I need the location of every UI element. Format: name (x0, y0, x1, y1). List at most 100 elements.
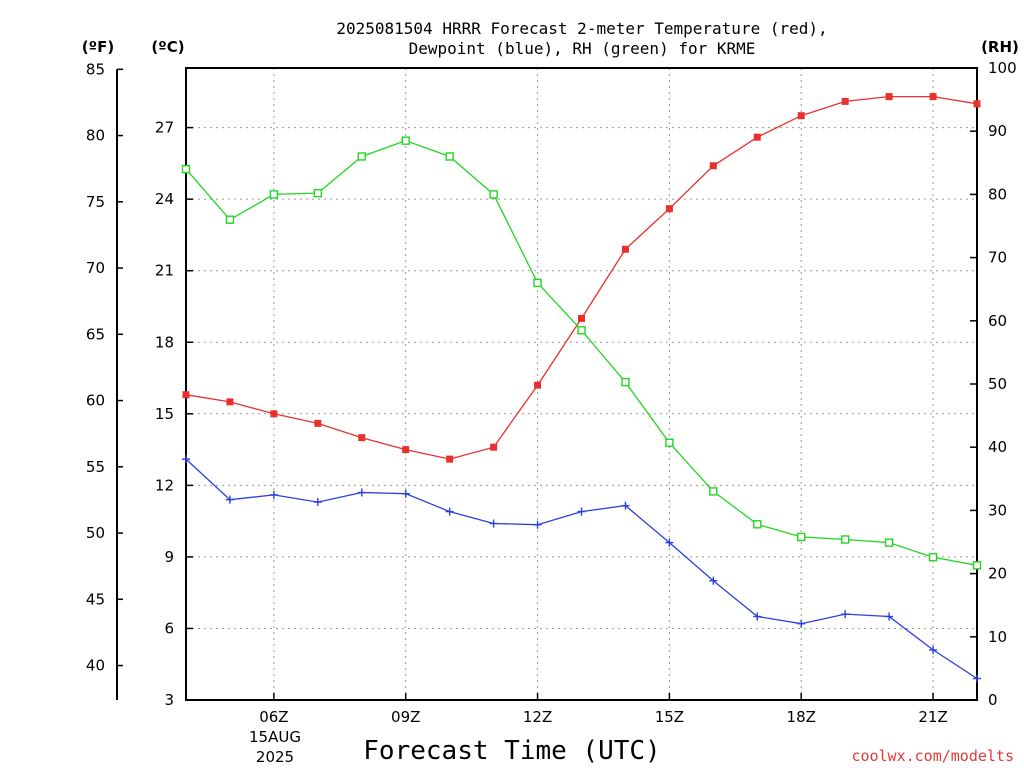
series-point (445, 507, 454, 516)
series-1 (182, 455, 981, 683)
series-point (665, 205, 673, 213)
series-point (753, 612, 762, 621)
series-point (314, 419, 322, 427)
rh-tick-label: 90 (988, 122, 1007, 140)
series-point (578, 314, 585, 322)
celsius-tick-label: 15 (155, 405, 174, 423)
series-point (489, 190, 498, 199)
series-point (533, 520, 542, 529)
series-point (621, 501, 630, 510)
date-label-day: 15AUG (249, 728, 301, 746)
rh-tick-label: 70 (988, 249, 1007, 267)
series-point (489, 519, 498, 528)
series-point (534, 381, 542, 389)
series-point (357, 152, 366, 161)
series-point (182, 391, 190, 399)
celsius-tick-label: 9 (164, 548, 174, 566)
series-point (709, 487, 718, 496)
series-point (973, 100, 981, 108)
celsius-tick-label: 6 (164, 619, 174, 637)
x-tick-label: 15Z (655, 708, 684, 726)
rh-tick-label: 50 (988, 375, 1007, 393)
series-point (972, 561, 982, 570)
rh-unit-label: (RH) (981, 38, 1019, 56)
series-point (797, 532, 806, 542)
series-point (709, 162, 717, 170)
series-2 (181, 136, 982, 570)
x-tick-label: 18Z (787, 708, 816, 726)
rh-tick-label: 80 (988, 185, 1007, 203)
fahrenheit-tick-label: 75 (86, 193, 105, 211)
series-line (185, 458, 978, 680)
series-point (929, 645, 938, 654)
series-point (225, 495, 234, 504)
series-point (577, 507, 586, 516)
x-tick-label: 21Z (918, 708, 947, 726)
series-point (841, 610, 850, 619)
fahrenheit-tick-label: 40 (86, 657, 105, 675)
fahrenheit-unit-label: (ºF) (82, 38, 114, 56)
rh-tick-label: 0 (988, 691, 998, 709)
series-point (182, 455, 190, 464)
series-point (269, 190, 279, 199)
series-point (401, 489, 410, 498)
series-point (841, 97, 849, 105)
rh-tick-label: 20 (988, 565, 1007, 583)
series-point (402, 446, 410, 454)
fahrenheit-tick-label: 60 (86, 392, 105, 410)
fahrenheit-tick-label: 65 (86, 325, 105, 343)
x-tick-label: 09Z (391, 708, 420, 726)
series-point (490, 443, 498, 451)
series-point (797, 619, 806, 628)
celsius-tick-label: 18 (155, 333, 174, 351)
axes: 40 45 50 55 60 65 70 75 80 85 3 6 9 12 15 18 21 24 27 0 10 20… (86, 59, 1017, 726)
series-point (885, 612, 894, 621)
x-tick-label: 12Z (523, 708, 552, 726)
series-line (185, 140, 978, 567)
series-point (709, 576, 718, 585)
date-label-year: 2025 (256, 748, 294, 766)
series-point (445, 152, 454, 161)
chart-title-line1: 2025081504 HRRR Forecast 2-meter Tempera… (336, 19, 827, 38)
series-point (358, 434, 366, 442)
series-line (185, 95, 978, 460)
fahrenheit-tick-label: 50 (86, 524, 105, 542)
series-point (577, 326, 586, 335)
series-point (753, 520, 762, 529)
grid (186, 68, 977, 700)
credit-link[interactable]: coolwx.com/modelts (851, 747, 1014, 765)
fahrenheit-tick-label: 45 (86, 590, 105, 608)
x-tick-label: 06Z (259, 708, 288, 726)
series-point (226, 398, 234, 406)
series-point (313, 188, 323, 198)
series-point (753, 133, 761, 141)
series-point (840, 535, 850, 544)
celsius-tick-label: 3 (164, 691, 174, 709)
fahrenheit-tick-label: 85 (86, 60, 105, 78)
series-point (225, 215, 235, 224)
fahrenheit-tick-label: 70 (86, 259, 105, 277)
rh-tick-label: 40 (988, 438, 1007, 456)
celsius-tick-label: 24 (155, 190, 174, 208)
series-layer (181, 93, 982, 683)
series-point (665, 438, 674, 447)
rh-tick-label: 30 (988, 501, 1007, 519)
rh-tick-label: 10 (988, 628, 1007, 646)
fahrenheit-tick-label: 55 (86, 458, 105, 476)
series-point (973, 674, 981, 683)
series-point (885, 93, 893, 101)
chart-title-line2: Dewpoint (blue), RH (green) for KRME (409, 39, 756, 58)
celsius-tick-label: 27 (155, 119, 174, 137)
celsius-unit-label: (ºC) (151, 38, 184, 56)
celsius-tick-label: 12 (155, 476, 174, 494)
series-point (357, 488, 366, 497)
series-point (270, 410, 278, 418)
series-point (181, 164, 191, 174)
series-point (621, 377, 630, 387)
series-point (929, 93, 937, 101)
rh-tick-label: 60 (988, 312, 1007, 330)
series-point (401, 136, 410, 145)
series-point (797, 112, 805, 120)
series-point (269, 490, 278, 499)
series-0 (182, 93, 981, 463)
